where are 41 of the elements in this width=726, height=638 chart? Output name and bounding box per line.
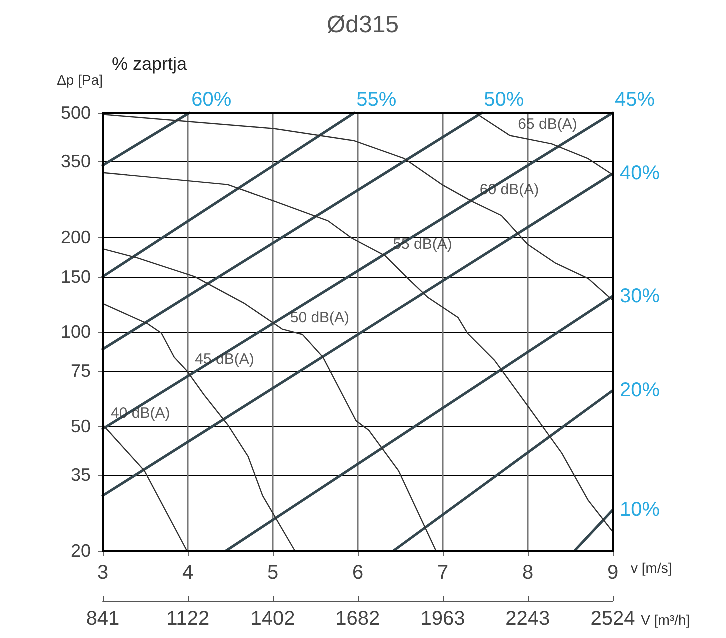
x-tick-label: 6	[352, 562, 364, 584]
x2-tick-label: 2243	[506, 608, 550, 630]
line-series	[102, 114, 614, 302]
annotation: 40 dB(A)	[111, 404, 170, 422]
series-label: 55%	[356, 89, 397, 111]
y-tick-label: 35	[70, 464, 91, 485]
x-tick-label: 9	[607, 562, 619, 584]
y-tick-label: 50	[70, 416, 91, 436]
annotation: 50 dB(A)	[290, 309, 350, 326]
x2-tick-label: 1402	[250, 608, 296, 630]
x-tick-label: 4	[182, 562, 194, 584]
series-label: 45%	[614, 89, 656, 111]
series-label: 50%	[484, 89, 524, 111]
series-label: 10%	[620, 499, 660, 522]
x2-tick-label: 1682	[336, 608, 380, 630]
line-series	[474, 112, 614, 176]
x2-tick-label: 1963	[420, 608, 466, 630]
x2-tick-label: 2524	[590, 608, 636, 630]
x2-tick-label: 841	[86, 608, 120, 630]
series-label: 60%	[192, 89, 232, 111]
y-tick-label: 500	[60, 103, 91, 123]
x2-axis-title: V [m³/h]	[641, 612, 690, 628]
text: % zaprtja	[112, 54, 188, 74]
x-tick-label: 8	[522, 562, 534, 584]
series-label: 40%	[620, 162, 660, 185]
series-label: 30%	[620, 285, 660, 308]
y-tick-label: 75	[70, 361, 91, 382]
y-tick-label: 150	[60, 266, 91, 287]
x-axis-title: v [m/s]	[631, 560, 672, 576]
x-tick-label: 5	[267, 562, 279, 584]
chart-title: Ød315	[326, 12, 400, 38]
y-tick-label: 350	[60, 152, 91, 172]
y-tick-label: 200	[60, 228, 91, 248]
y-tick-label: 100	[60, 322, 91, 342]
series-label: 20%	[620, 380, 660, 402]
x-tick-label: 3	[97, 562, 109, 584]
x2-tick-label: 1122	[166, 608, 210, 630]
x-tick-label: 7	[437, 562, 449, 584]
y-tick-label: 20	[70, 541, 91, 561]
annotation: 45 dB(A)	[195, 351, 254, 368]
y-axis-title: Δp [Pa]	[57, 72, 103, 88]
